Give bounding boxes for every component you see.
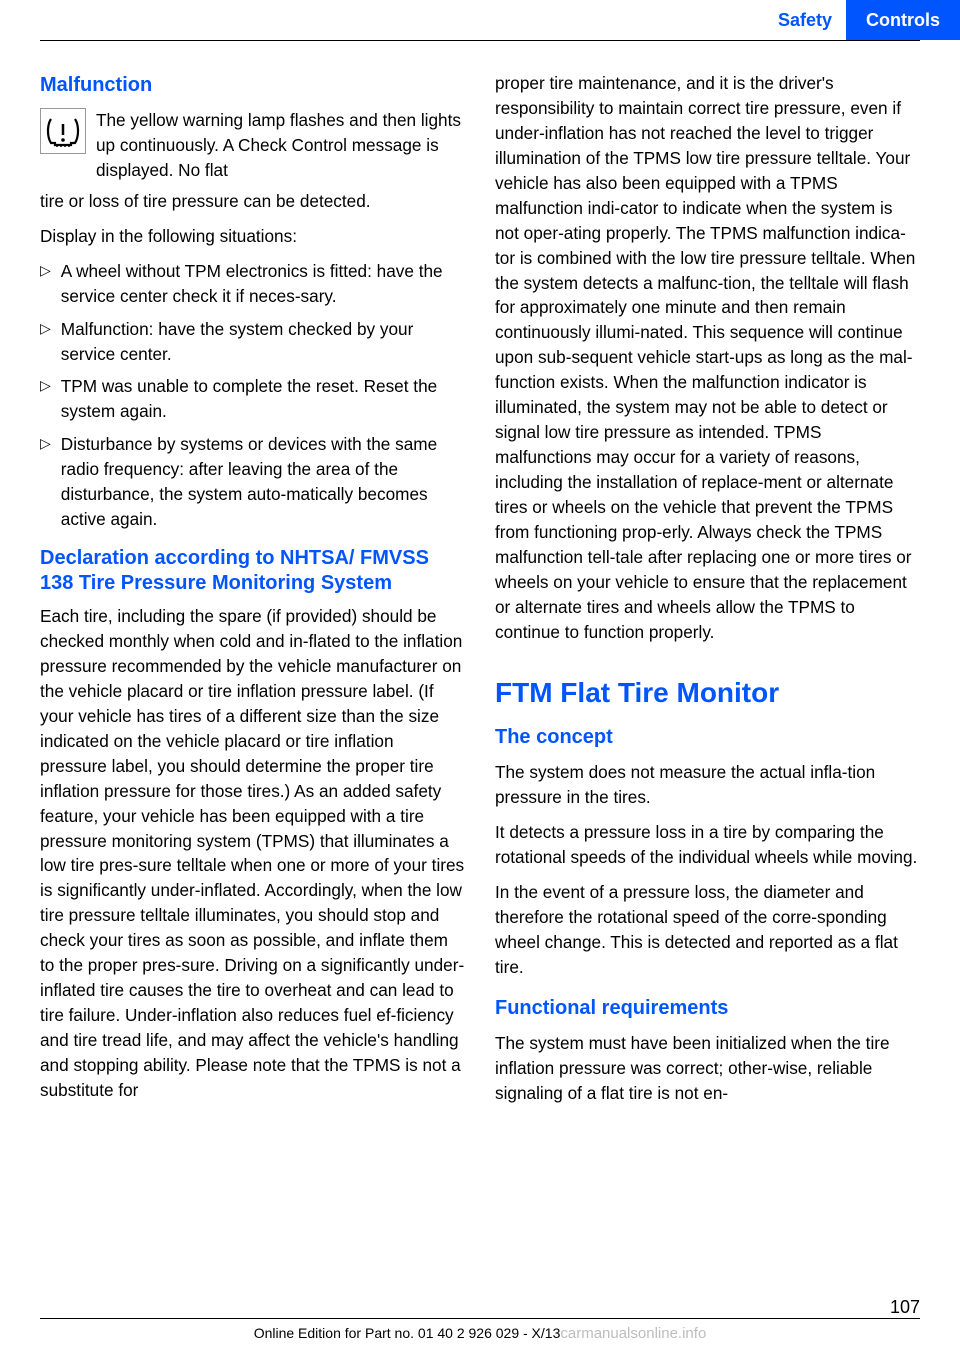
page-number: 107 [890, 1297, 920, 1318]
page-footer: 107 Online Edition for Part no. 01 40 2 … [0, 1318, 960, 1342]
triangle-bullet-icon: ▷ [40, 317, 51, 367]
footer-text: Online Edition for Part no. 01 40 2 926 … [0, 1325, 960, 1342]
malfunction-heading: Malfunction [40, 71, 465, 100]
right-column: proper tire maintenance, and it is the d… [495, 71, 920, 1115]
footer-rule [40, 1318, 920, 1319]
list-item: ▷ TPM was unable to complete the reset. … [40, 374, 465, 424]
triangle-bullet-icon: ▷ [40, 259, 51, 309]
warning-icon-block: The yellow warning lamp flashes and then… [40, 108, 465, 183]
left-column: Malfunction The yellow warning lamp flas… [40, 71, 465, 1115]
list-item: ▷ Disturbance by systems or devices with… [40, 432, 465, 532]
list-item-text: Malfunction: have the system checked by … [61, 317, 465, 367]
declaration-body: Each tire, including the spare (if provi… [40, 604, 465, 1103]
list-item: ▷ Malfunction: have the system checked b… [40, 317, 465, 367]
concept-heading: The concept [495, 723, 920, 752]
display-intro: Display in the following situations: [40, 224, 465, 249]
situations-list: ▷ A wheel without TPM electronics is fit… [40, 259, 465, 532]
tpms-warning-icon [40, 108, 86, 154]
functional-requirements-heading: Functional requirements [495, 994, 920, 1023]
icon-para-continued: tire or loss of tire pressure can be det… [40, 189, 465, 214]
edition-text: Online Edition for Part no. 01 40 2 926 … [254, 1325, 561, 1341]
ftm-heading: FTM Flat Tire Monitor [495, 673, 920, 714]
functional-requirements-body: The system must have been initialized wh… [495, 1031, 920, 1106]
declaration-heading: Declaration according to NHTSA/ FMVSS 13… [40, 546, 465, 596]
concept-p3: In the event of a pressure loss, the dia… [495, 880, 920, 980]
page-content: Malfunction The yellow warning lamp flas… [0, 41, 960, 1115]
triangle-bullet-icon: ▷ [40, 374, 51, 424]
watermark-text: carmanualsonline.info [560, 1325, 706, 1342]
list-item-text: TPM was unable to complete the reset. Re… [61, 374, 465, 424]
header-bar: Safety Controls [0, 0, 960, 40]
list-item: ▷ A wheel without TPM electronics is fit… [40, 259, 465, 309]
triangle-bullet-icon: ▷ [40, 432, 51, 532]
header-tab-controls: Controls [846, 0, 960, 40]
list-item-text: Disturbance by systems or devices with t… [61, 432, 465, 532]
continuation-body: proper tire maintenance, and it is the d… [495, 71, 920, 645]
concept-p1: The system does not measure the actual i… [495, 760, 920, 810]
header-tab-safety: Safety [764, 10, 846, 31]
icon-para-text: The yellow warning lamp flashes and then… [96, 108, 465, 183]
concept-p2: It detects a pressure loss in a tire by … [495, 820, 920, 870]
list-item-text: A wheel without TPM electronics is fitte… [61, 259, 465, 309]
